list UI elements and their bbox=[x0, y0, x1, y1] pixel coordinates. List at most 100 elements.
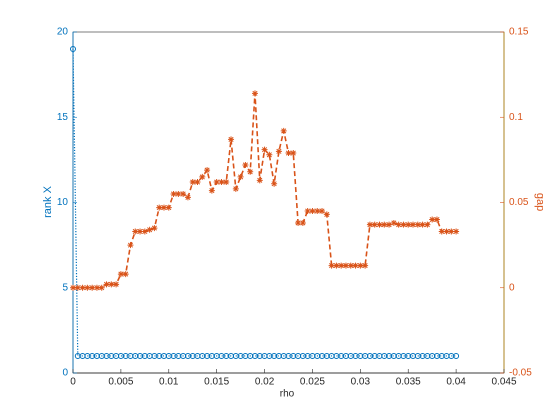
y2-tick-label: 0 bbox=[509, 282, 515, 293]
marker bbox=[242, 161, 249, 168]
marker bbox=[333, 262, 340, 269]
x-axis-label: rho bbox=[280, 389, 295, 400]
x-tick-label: 0 bbox=[70, 377, 76, 388]
marker bbox=[84, 284, 91, 291]
marker bbox=[122, 271, 129, 278]
marker bbox=[342, 262, 349, 269]
marker bbox=[304, 208, 311, 215]
marker bbox=[237, 173, 244, 180]
marker bbox=[347, 262, 354, 269]
x-tick-label: 0.005 bbox=[108, 377, 133, 388]
x-tick-label: 0.045 bbox=[491, 377, 516, 388]
marker bbox=[400, 221, 407, 228]
marker bbox=[108, 281, 115, 288]
marker bbox=[160, 204, 167, 211]
marker bbox=[328, 262, 335, 269]
y2-tick-label: 0.15 bbox=[509, 27, 529, 38]
marker bbox=[127, 242, 134, 249]
marker bbox=[295, 219, 302, 226]
marker bbox=[175, 190, 182, 197]
marker bbox=[443, 228, 450, 235]
x-tick-label: 0.04 bbox=[446, 377, 466, 388]
marker bbox=[299, 219, 306, 226]
x-tick-label: 0.035 bbox=[396, 377, 421, 388]
marker bbox=[117, 271, 124, 278]
marker bbox=[429, 216, 436, 223]
x-tick-label: 0.01 bbox=[159, 377, 179, 388]
marker bbox=[261, 146, 268, 153]
x-tick-label: 0.025 bbox=[300, 377, 325, 388]
x-tick-label: 0.03 bbox=[351, 377, 371, 388]
marker bbox=[381, 221, 388, 228]
marker bbox=[98, 284, 105, 291]
marker bbox=[151, 225, 158, 232]
marker bbox=[357, 262, 364, 269]
y-tick-label: 15 bbox=[57, 112, 69, 123]
marker bbox=[208, 187, 215, 194]
marker bbox=[204, 167, 211, 174]
y-tick-label: 20 bbox=[57, 27, 69, 38]
marker bbox=[290, 150, 297, 157]
marker bbox=[223, 179, 230, 186]
marker bbox=[74, 284, 81, 291]
marker bbox=[424, 221, 431, 228]
marker bbox=[170, 190, 177, 197]
marker bbox=[323, 211, 330, 218]
marker bbox=[338, 262, 345, 269]
x-tick-label: 0.015 bbox=[204, 377, 229, 388]
marker bbox=[275, 148, 282, 155]
marker bbox=[410, 221, 417, 228]
marker bbox=[405, 221, 412, 228]
marker bbox=[395, 221, 402, 228]
marker bbox=[132, 228, 139, 235]
marker bbox=[314, 208, 321, 215]
y2-axis-label: gap bbox=[534, 193, 546, 211]
marker bbox=[371, 221, 378, 228]
marker bbox=[438, 228, 445, 235]
marker bbox=[453, 228, 460, 235]
marker bbox=[146, 226, 153, 233]
marker bbox=[319, 208, 326, 215]
marker bbox=[199, 173, 206, 180]
marker bbox=[362, 262, 369, 269]
marker bbox=[386, 221, 393, 228]
marker bbox=[414, 221, 421, 228]
marker bbox=[79, 284, 86, 291]
marker bbox=[70, 284, 76, 291]
marker bbox=[213, 179, 220, 186]
marker bbox=[419, 221, 426, 228]
marker bbox=[251, 90, 258, 97]
marker bbox=[180, 190, 187, 197]
marker bbox=[184, 194, 191, 201]
marker bbox=[366, 221, 373, 228]
marker bbox=[448, 228, 455, 235]
marker bbox=[194, 179, 201, 186]
y2-tick-label: 0.1 bbox=[509, 112, 523, 123]
y-tick-label: 5 bbox=[62, 282, 68, 293]
marker bbox=[453, 352, 460, 359]
marker bbox=[390, 219, 397, 226]
marker bbox=[228, 136, 235, 143]
marker bbox=[433, 216, 440, 223]
marker bbox=[309, 208, 316, 215]
marker bbox=[218, 179, 225, 186]
y-tick-label: 0 bbox=[62, 368, 68, 379]
y2-tick-label: -0.05 bbox=[509, 368, 532, 379]
marker bbox=[70, 46, 76, 53]
marker bbox=[89, 284, 96, 291]
marker bbox=[266, 151, 273, 158]
marker bbox=[113, 281, 120, 288]
marker bbox=[156, 204, 163, 211]
x-tick-label: 0.02 bbox=[255, 377, 275, 388]
marker bbox=[280, 127, 287, 134]
marker bbox=[285, 150, 292, 157]
marker bbox=[352, 262, 359, 269]
marker bbox=[232, 185, 239, 192]
y2-tick-label: 0.05 bbox=[509, 197, 529, 208]
marker bbox=[103, 281, 110, 288]
plot-area bbox=[72, 31, 505, 374]
marker bbox=[93, 284, 100, 291]
y-tick-label: 10 bbox=[57, 197, 69, 208]
marker bbox=[165, 204, 172, 211]
